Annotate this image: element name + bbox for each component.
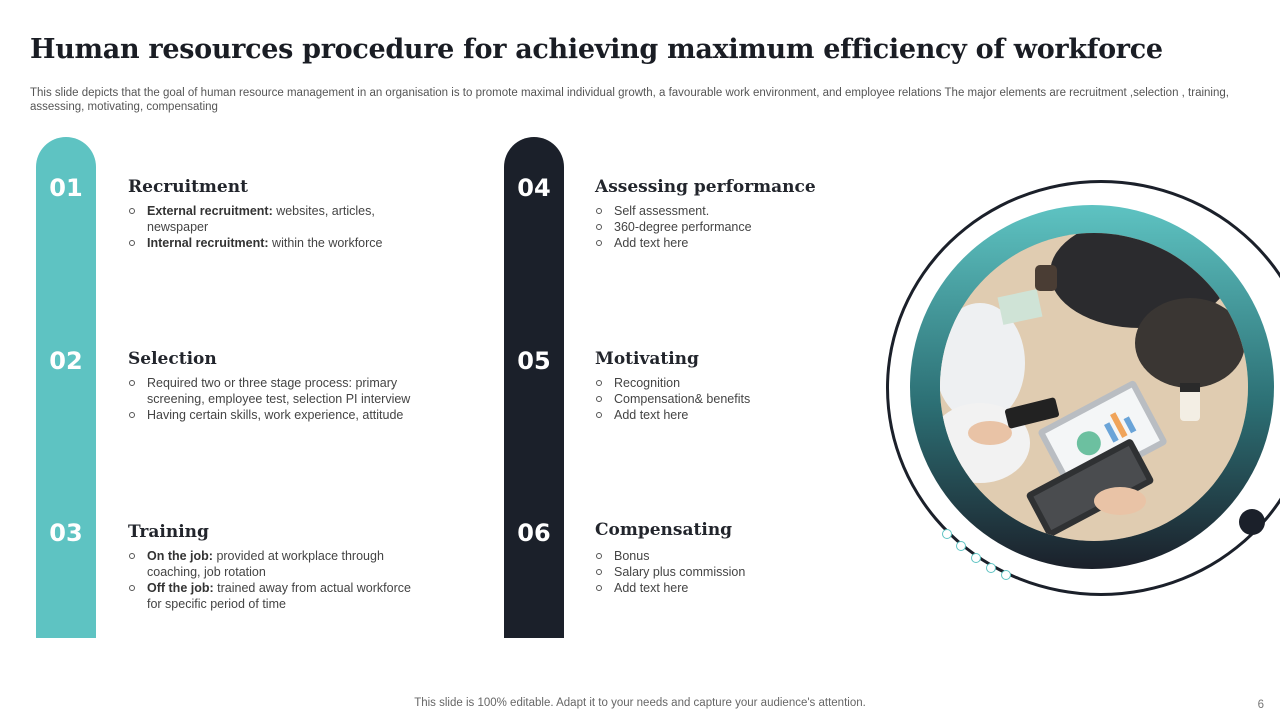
decorative-dot (986, 563, 996, 573)
bullet-item: Bonus (595, 548, 855, 564)
step-number-04: 04 (517, 174, 551, 202)
middle-column-bar (504, 137, 564, 638)
item-title-assessing-performance: Assessing performance (595, 177, 816, 197)
decorative-end-dot (1239, 509, 1265, 535)
bullet-item: Salary plus commission (595, 564, 855, 580)
meeting-photo-icon (940, 233, 1248, 541)
bullet-item: Compensation& benefits (595, 391, 855, 407)
bullet-item: Add text here (595, 235, 855, 251)
bullet-item: On the job: provided at workplace throug… (128, 548, 418, 580)
step-number-06: 06 (517, 519, 551, 547)
item-title-recruitment: Recruitment (128, 177, 248, 197)
bullet-item: Off the job: trained away from actual wo… (128, 580, 418, 612)
item-bullets-assessing-performance: Self assessment. 360-degree performance … (595, 203, 855, 251)
item-bullets-recruitment: External recruitment: websites, articles… (128, 203, 418, 251)
bullet-item: Add text here (595, 407, 855, 423)
step-number-02: 02 (49, 347, 83, 375)
bullet-item: 360-degree performance (595, 219, 855, 235)
bullet-item: Internal recruitment: within the workfor… (128, 235, 418, 251)
item-title-training: Training (128, 522, 209, 542)
left-column-bar (36, 137, 96, 638)
item-bullets-training: On the job: provided at workplace throug… (128, 548, 418, 612)
decorative-dot (1001, 570, 1011, 580)
step-number-05: 05 (517, 347, 551, 375)
bullet-item: Self assessment. (595, 203, 855, 219)
decorative-dot (942, 529, 952, 539)
slide-footer: This slide is 100% editable. Adapt it to… (414, 697, 866, 709)
decorative-dot (971, 553, 981, 563)
item-bullets-motivating: Recognition Compensation& benefits Add t… (595, 375, 855, 423)
item-bullets-selection: Required two or three stage process: pri… (128, 375, 428, 423)
bullet-item: Having certain skills, work experience, … (128, 407, 428, 423)
slide-title: Human resources procedure for achieving … (30, 34, 1163, 65)
item-title-motivating: Motivating (595, 349, 699, 369)
bullet-item: Add text here (595, 580, 855, 596)
step-number-03: 03 (49, 519, 83, 547)
item-bullets-compensating: Bonus Salary plus commission Add text he… (595, 548, 855, 596)
slide-subtitle: This slide depicts that the goal of huma… (30, 87, 1229, 113)
item-title-compensating: Compensating (595, 520, 733, 540)
page-number: 6 (1257, 699, 1264, 711)
meeting-photo-illustration (940, 233, 1248, 541)
bullet-item: External recruitment: websites, articles… (128, 203, 418, 235)
step-number-01: 01 (49, 174, 83, 202)
decorative-dot (956, 541, 966, 551)
bullet-item: Recognition (595, 375, 855, 391)
bullet-item: Required two or three stage process: pri… (128, 375, 428, 407)
decorative-outer-ring (886, 180, 1280, 596)
item-title-selection: Selection (128, 349, 217, 369)
